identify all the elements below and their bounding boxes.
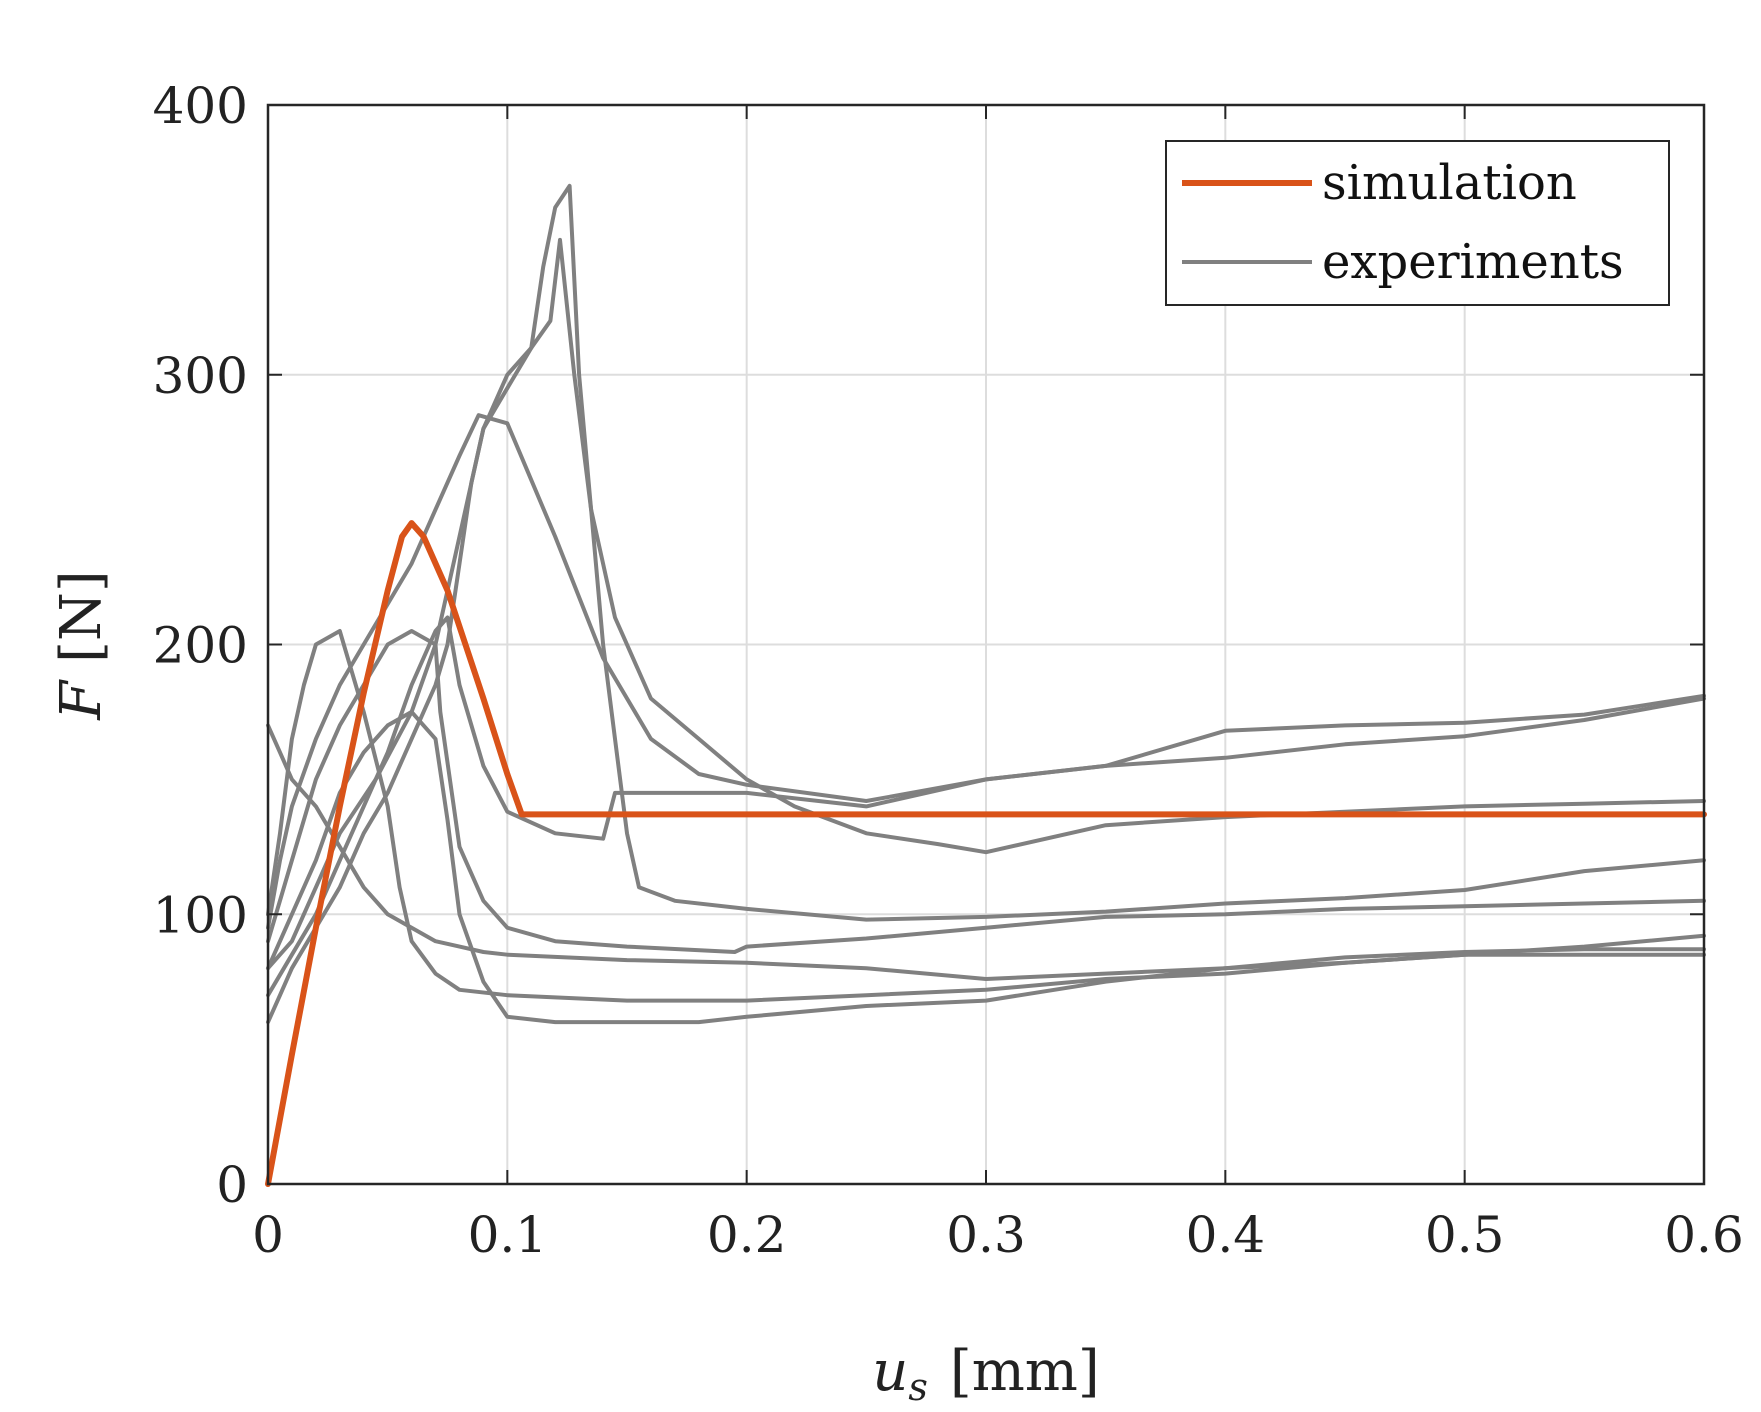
x-axis-label: us [mm] (872, 1339, 1100, 1409)
experiment-curve-7 (266, 723, 1706, 981)
legend-label-simulation: simulation (1322, 155, 1577, 211)
svg-text:us[mm]: us [mm] (872, 1339, 1100, 1409)
tick-labels: 0 0.1 0.2 0.3 0.4 0.5 0.6 0 100 200 300 400 (153, 77, 1744, 1264)
x-tick-label: 0.4 (1186, 1206, 1266, 1264)
y-axis-symbol: F (49, 679, 114, 721)
x-axis-subscript: s (908, 1365, 928, 1409)
experiment-curve-4 (266, 615, 1706, 998)
y-axis-label: F [N] (49, 570, 114, 721)
x-tick-label: 0.5 (1425, 1206, 1505, 1264)
ticks (267, 104, 1705, 1185)
y-tick-label: 100 (153, 886, 248, 944)
x-tick-label: 0.2 (707, 1206, 787, 1264)
legend-box (1165, 140, 1670, 306)
x-tick-label: 0 (252, 1206, 284, 1264)
legend: simulation experiments (1165, 140, 1670, 306)
x-tick-label: 0.6 (1664, 1206, 1744, 1264)
y-tick-label: 0 (216, 1156, 248, 1214)
x-tick-label: 0.3 (946, 1206, 1026, 1264)
experiment-curve-1 (266, 413, 1706, 930)
x-axis-symbol: u (872, 1339, 908, 1404)
svg-text:F[N]: F [N] (49, 570, 114, 721)
series-layer (265, 183, 1707, 1187)
legend-label-experiments: experiments (1322, 234, 1624, 290)
y-tick-label: 200 (153, 617, 248, 675)
y-axis-unit: [N] (49, 570, 114, 663)
experiment-curve-8 (266, 629, 1706, 1003)
y-tick-label: 300 (153, 347, 248, 405)
y-tick-label: 400 (153, 77, 248, 135)
x-axis-unit: [mm] (950, 1339, 1100, 1404)
experiment-curve-3 (266, 183, 1706, 1025)
simulation-curve (265, 520, 1707, 1187)
x-tick-label: 0.1 (468, 1206, 548, 1264)
